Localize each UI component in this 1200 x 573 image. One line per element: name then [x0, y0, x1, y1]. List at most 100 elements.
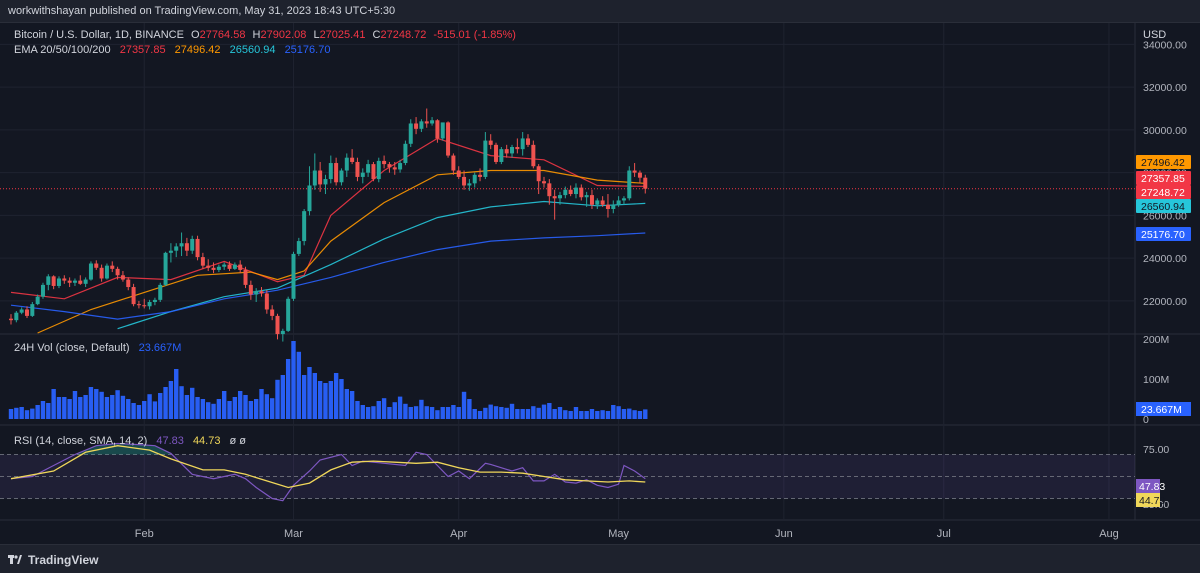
volume-bar: [94, 389, 99, 419]
candle-body: [78, 280, 83, 284]
candle-body: [232, 264, 237, 269]
ohlc-h-label: H: [253, 29, 261, 41]
volume-bar: [376, 401, 381, 419]
publish-line: workwithshayan published on TradingView.…: [8, 5, 396, 17]
volume-bar: [99, 391, 104, 419]
candle-body: [382, 160, 387, 165]
candle-body: [392, 167, 397, 170]
candle-body: [14, 312, 19, 321]
candle-body: [600, 200, 605, 205]
volume-bar: [616, 406, 621, 419]
svg-text:24H Vol (close, Default) 2: 24H Vol (close, Default) 23.667M: [14, 342, 181, 354]
volume-bar: [104, 397, 110, 419]
volume-bar: [78, 397, 83, 419]
candle-body: [371, 164, 376, 180]
volume-bar: [67, 399, 72, 419]
candle-body: [451, 155, 456, 171]
candle-body: [494, 144, 499, 162]
volume-bar: [541, 404, 547, 419]
volume-bar: [14, 407, 19, 419]
candle-body: [163, 252, 168, 285]
ema200-value: 25176.70: [285, 44, 331, 56]
volume-bar: [643, 409, 648, 419]
candle-body: [291, 253, 296, 299]
price-label-text: 27248.72: [1141, 187, 1185, 199]
ema50-line: [37, 169, 646, 334]
rsi-value: 47.83: [156, 435, 184, 447]
candle-body: [24, 309, 29, 316]
candle-body: [584, 195, 589, 198]
volume-bar: [493, 406, 499, 419]
candle-body: [504, 149, 509, 154]
candle-body: [414, 123, 419, 129]
price-label-bg: [1136, 227, 1191, 241]
rsi-extra: ø ø: [230, 435, 247, 447]
time-tick-label: May: [608, 528, 629, 540]
volume-bar: [248, 401, 254, 419]
volume-bar: [397, 396, 403, 419]
volume-bar: [285, 359, 291, 419]
volume-bar: [216, 399, 222, 419]
volume-bar: [339, 379, 344, 419]
volume-bar: [509, 403, 515, 419]
ema200-line: [10, 232, 646, 320]
ohlc-c-label: C: [373, 29, 381, 41]
volume-bar: [632, 410, 637, 419]
volume-bar: [531, 406, 536, 419]
candle-body: [595, 200, 600, 205]
price-label-text: 27496.42: [1141, 157, 1185, 169]
volume-bar: [579, 411, 584, 419]
volume-bar: [35, 405, 40, 419]
volume-bar: [595, 411, 600, 419]
candle-body: [174, 246, 179, 251]
candle-body: [126, 279, 131, 288]
volume-bar: [472, 409, 477, 419]
volume-bar: [445, 407, 451, 419]
candle-body: [483, 140, 488, 177]
price-tick-label: 24000.00: [1143, 253, 1187, 265]
volume-bar: [552, 409, 557, 419]
candle-body: [56, 278, 61, 286]
volume-bar: [371, 406, 376, 419]
candle-body: [35, 296, 40, 305]
volume-bar: [499, 407, 504, 419]
candle-body: [334, 163, 339, 183]
volume-bar: [126, 399, 131, 419]
candle-body: [360, 172, 365, 177]
candle-body: [462, 176, 467, 186]
volume-bar: [253, 399, 259, 419]
volume-bar: [451, 405, 456, 419]
volume-bar: [536, 407, 541, 419]
volume-current: 23.667M: [139, 342, 182, 354]
chart: 34000.0032000.0030000.0028000.0026000.00…: [0, 23, 1200, 543]
volume-bar: [600, 410, 605, 419]
rsi-value-label: 47.83: [1139, 481, 1165, 493]
candle-body: [568, 189, 573, 195]
candle-body: [131, 287, 136, 305]
rsi-sma-label: 44.73: [1139, 495, 1165, 507]
volume-bar: [525, 409, 531, 419]
volume-bar: [419, 399, 424, 419]
volume-bar: [435, 410, 440, 419]
volume-bar: [627, 408, 632, 419]
candle-body: [424, 121, 429, 124]
price-label-text: 25176.70: [1141, 229, 1185, 241]
candles: [9, 108, 648, 342]
volume-bar: [158, 393, 163, 419]
candle-body: [227, 264, 232, 269]
volume-bar: [110, 395, 115, 419]
volume-bar: [483, 407, 488, 419]
candle-body: [323, 179, 328, 185]
candle-body: [51, 276, 56, 286]
candle-body: [547, 183, 552, 197]
volume-bar: [621, 409, 627, 419]
change-value: -515.01 (-1.85%): [433, 29, 516, 41]
volume-bar: [440, 407, 445, 419]
volume-bar: [323, 383, 328, 419]
candle-body: [40, 284, 45, 297]
candle-body: [398, 163, 403, 170]
volume-bar: [456, 407, 461, 419]
price-tick-label: 32000.00: [1143, 82, 1187, 94]
candle-body: [446, 122, 451, 156]
candle-body: [355, 161, 360, 177]
